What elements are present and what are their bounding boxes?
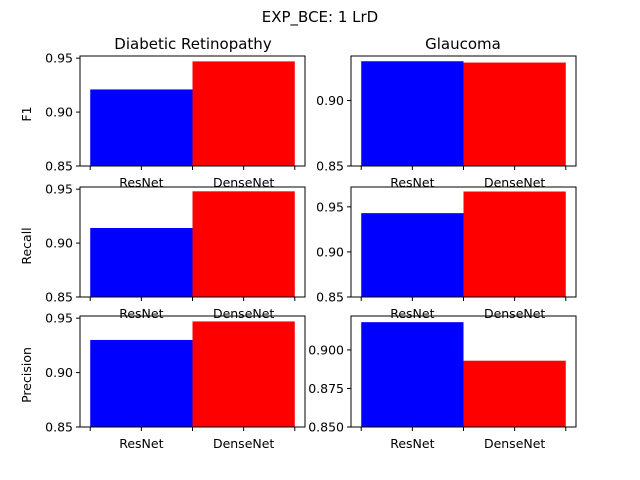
y-tick-label: 0.85 bbox=[45, 420, 73, 435]
x-tick-label-resnet: ResNet bbox=[119, 436, 163, 451]
bar-resnet-r1-c1 bbox=[361, 213, 464, 297]
bar-densenet-r0-c1 bbox=[463, 62, 566, 166]
x-tick-label-densenet: DenseNet bbox=[213, 175, 274, 190]
y-tick-label: 0.900 bbox=[308, 342, 344, 357]
y-tick-label: 0.85 bbox=[316, 290, 344, 305]
x-tick-label-densenet: DenseNet bbox=[484, 306, 545, 321]
bar-resnet-r0-c1 bbox=[361, 61, 464, 166]
column-title-diabetic-retinopathy: Diabetic Retinopathy bbox=[114, 35, 272, 53]
figure-title: EXP_BCE: 1 LrD bbox=[262, 8, 378, 27]
x-tick-label-resnet: ResNet bbox=[119, 175, 163, 190]
bar-densenet-r0-c0 bbox=[192, 61, 295, 166]
column-title-glaucoma: Glaucoma bbox=[425, 35, 501, 53]
x-tick-label-densenet: DenseNet bbox=[213, 306, 274, 321]
bar-resnet-r2-c0 bbox=[90, 339, 193, 427]
panel-r2-c0: 0.85 0.90 0.95 ResNet DenseNet bbox=[45, 311, 306, 451]
y-tick-label: 0.95 bbox=[316, 199, 344, 214]
bar-densenet-r1-c0 bbox=[192, 191, 295, 297]
x-tick-label-densenet: DenseNet bbox=[484, 436, 545, 451]
y-tick-label: 0.90 bbox=[45, 365, 73, 380]
x-tick-label-resnet: ResNet bbox=[390, 175, 434, 190]
y-tick-label: 0.850 bbox=[308, 420, 344, 435]
bar-resnet-r2-c1 bbox=[361, 322, 464, 427]
x-tick-label-resnet: ResNet bbox=[119, 306, 163, 321]
bar-densenet-r2-c0 bbox=[192, 321, 295, 427]
y-tick-label: 0.85 bbox=[45, 159, 73, 174]
panels-group: 0.85 0.90 0.95 ResNet DenseNet 0.85 0.90 ResNet… bbox=[45, 51, 577, 451]
y-tick-label: 0.90 bbox=[45, 236, 73, 251]
bar-resnet-r0-c0 bbox=[90, 89, 193, 166]
bar-densenet-r2-c1 bbox=[463, 360, 566, 427]
x-tick-label-densenet: DenseNet bbox=[484, 175, 545, 190]
panel-r2-c1: 0.850 0.875 0.900 ResNet DenseNet bbox=[308, 315, 577, 451]
y-tick-label: 0.95 bbox=[45, 311, 73, 326]
y-tick-label: 0.85 bbox=[45, 290, 73, 305]
y-tick-label: 0.90 bbox=[316, 93, 344, 108]
bar-resnet-r1-c0 bbox=[90, 227, 193, 297]
row-label-f1: F1 bbox=[19, 106, 34, 121]
y-tick-label: 0.85 bbox=[316, 159, 344, 174]
y-tick-label: 0.95 bbox=[45, 182, 73, 197]
y-tick-label: 0.875 bbox=[308, 381, 344, 396]
x-tick-label-densenet: DenseNet bbox=[213, 436, 274, 451]
y-tick-label: 0.90 bbox=[316, 244, 344, 259]
row-label-precision: Precision bbox=[19, 347, 34, 403]
panel-r1-c1: 0.85 0.90 0.95 ResNet DenseNet bbox=[316, 186, 577, 321]
panel-r0-c1: 0.85 0.90 ResNet DenseNet bbox=[316, 55, 577, 190]
row-label-recall: Recall bbox=[19, 227, 34, 264]
panel-r1-c0: 0.85 0.90 0.95 ResNet DenseNet bbox=[45, 182, 306, 321]
y-tick-label: 0.95 bbox=[45, 51, 73, 66]
panel-r0-c0: 0.85 0.90 0.95 ResNet DenseNet bbox=[45, 51, 306, 190]
bar-densenet-r1-c1 bbox=[463, 191, 566, 297]
x-tick-label-resnet: ResNet bbox=[390, 306, 434, 321]
x-tick-label-resnet: ResNet bbox=[390, 436, 434, 451]
y-tick-label: 0.90 bbox=[45, 105, 73, 120]
